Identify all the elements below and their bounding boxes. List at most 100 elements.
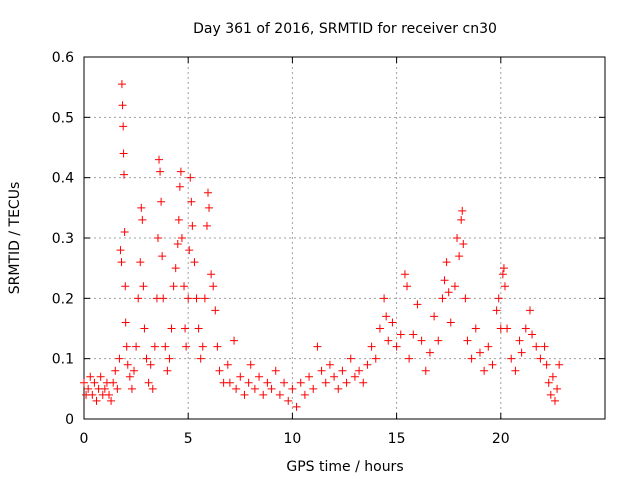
- data-point: [515, 336, 524, 345]
- data-point: [240, 390, 249, 399]
- data-point: [467, 354, 476, 363]
- data-point: [174, 215, 183, 224]
- data-point: [450, 282, 459, 291]
- data-point: [555, 360, 564, 369]
- data-point: [192, 294, 201, 303]
- data-point: [542, 360, 551, 369]
- data-point: [207, 270, 216, 279]
- data-point: [444, 288, 453, 297]
- data-point: [121, 318, 130, 327]
- data-point: [355, 366, 364, 375]
- data-point: [182, 342, 191, 351]
- x-tick-label: 15: [388, 431, 406, 447]
- data-point: [300, 390, 309, 399]
- data-point: [498, 270, 507, 279]
- y-tick-label: 0: [65, 412, 74, 428]
- y-tick-label: 0.3: [52, 231, 74, 247]
- data-point: [425, 348, 434, 357]
- data-point: [421, 366, 430, 375]
- data-points: [80, 80, 564, 411]
- data-point: [346, 354, 355, 363]
- data-point: [544, 378, 553, 387]
- data-point: [475, 348, 484, 357]
- data-point: [488, 360, 497, 369]
- x-tick-label: 0: [80, 431, 89, 447]
- x-tick-label: 10: [283, 431, 301, 447]
- data-point: [492, 306, 501, 315]
- data-point: [392, 342, 401, 351]
- data-point: [536, 354, 545, 363]
- data-point: [484, 342, 493, 351]
- data-point: [292, 402, 301, 411]
- data-point: [521, 324, 530, 333]
- y-tick-label: 0.4: [52, 171, 74, 187]
- data-point: [88, 390, 97, 399]
- data-point: [259, 390, 268, 399]
- data-point: [280, 378, 289, 387]
- data-point: [213, 342, 222, 351]
- data-point: [176, 167, 185, 176]
- data-point: [446, 318, 455, 327]
- data-point: [155, 155, 164, 164]
- data-point: [146, 360, 155, 369]
- data-point: [438, 294, 447, 303]
- data-point: [359, 378, 368, 387]
- data-point: [161, 342, 170, 351]
- data-point: [169, 282, 178, 291]
- data-point: [173, 240, 182, 249]
- data-point: [246, 360, 255, 369]
- data-point: [550, 396, 559, 405]
- data-point: [363, 360, 372, 369]
- data-point: [296, 378, 305, 387]
- data-point: [90, 378, 99, 387]
- data-point: [284, 396, 293, 405]
- data-point: [223, 360, 232, 369]
- x-axis-label: GPS time / hours: [286, 459, 403, 475]
- data-point: [457, 215, 466, 224]
- data-point: [185, 246, 194, 255]
- data-point: [342, 378, 351, 387]
- data-point: [194, 324, 203, 333]
- data-point: [507, 354, 516, 363]
- data-point: [134, 294, 143, 303]
- data-point: [540, 342, 549, 351]
- data-point: [171, 264, 180, 273]
- data-point: [271, 366, 280, 375]
- x-tick-label: 20: [492, 431, 510, 447]
- data-point: [384, 336, 393, 345]
- data-point: [250, 384, 259, 393]
- data-point: [225, 378, 234, 387]
- data-point: [96, 372, 105, 381]
- data-point: [396, 330, 405, 339]
- data-point: [338, 366, 347, 375]
- data-point: [119, 149, 128, 158]
- data-point: [494, 294, 503, 303]
- data-point: [330, 372, 339, 381]
- data-point: [205, 203, 214, 212]
- data-point: [517, 348, 526, 357]
- data-point: [180, 282, 189, 291]
- data-point: [548, 372, 557, 381]
- data-point: [400, 270, 409, 279]
- data-point: [122, 342, 131, 351]
- data-point: [232, 384, 241, 393]
- data-point: [215, 366, 224, 375]
- data-point: [511, 366, 520, 375]
- data-point: [546, 390, 555, 399]
- data-point: [200, 294, 209, 303]
- data-point: [125, 372, 134, 381]
- data-point: [196, 354, 205, 363]
- data-point: [84, 384, 93, 393]
- y-axis-label: SRMTID / TECUs: [7, 182, 23, 295]
- data-point: [138, 215, 147, 224]
- data-point: [459, 240, 468, 249]
- data-point: [198, 342, 207, 351]
- data-point: [458, 206, 467, 215]
- data-point: [123, 360, 132, 369]
- data-point: [553, 384, 562, 393]
- data-point: [80, 378, 88, 387]
- data-point: [417, 336, 426, 345]
- data-point: [288, 384, 297, 393]
- data-point: [186, 173, 195, 182]
